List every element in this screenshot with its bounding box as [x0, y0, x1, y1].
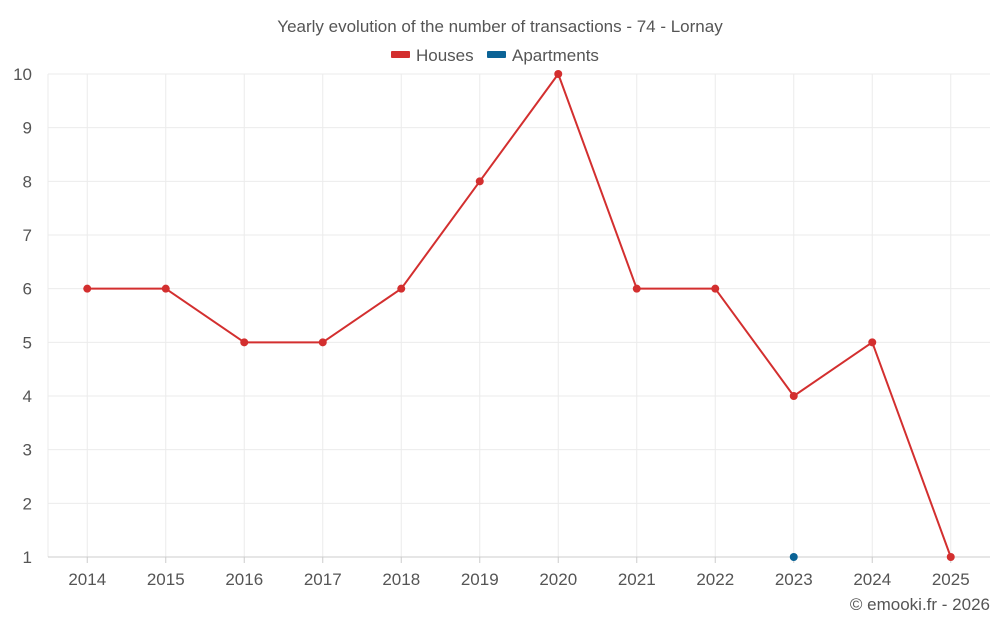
series-houses	[83, 70, 955, 561]
data-point-houses[interactable]	[83, 284, 92, 293]
x-tick-label: 2022	[696, 570, 734, 589]
data-point-houses[interactable]	[318, 338, 327, 347]
legend-item-houses[interactable]: Houses	[391, 46, 474, 65]
data-point-houses[interactable]	[240, 338, 249, 347]
legend-label-apartments: Apartments	[512, 46, 599, 65]
data-point-houses[interactable]	[554, 70, 563, 78]
x-tick-label: 2016	[225, 570, 263, 589]
data-point-houses[interactable]	[475, 177, 484, 186]
legend-item-apartments[interactable]: Apartments	[487, 46, 599, 65]
data-point-apartments[interactable]	[789, 553, 798, 561]
x-tick-label: 2023	[775, 570, 813, 589]
x-tick-label: 2019	[461, 570, 499, 589]
data-point-houses[interactable]	[632, 284, 641, 293]
x-tick-label: 2025	[932, 570, 970, 589]
y-tick-label: 7	[23, 226, 32, 245]
y-tick-label: 4	[23, 387, 32, 406]
series-layer	[83, 70, 955, 561]
data-point-houses[interactable]	[789, 392, 798, 400]
axes: 1 2 3 4 5 6 7 8 9 10 2014 2015 2016 2017 2018 2019 2020 2…	[13, 65, 990, 589]
data-point-houses[interactable]	[868, 338, 877, 347]
x-tick-label: 2021	[618, 570, 656, 589]
y-tick-label: 2	[23, 494, 32, 513]
data-point-houses[interactable]	[397, 284, 406, 293]
y-tick-label: 10	[13, 65, 32, 84]
x-tick-label: 2020	[539, 570, 577, 589]
credit-text: © emooki.fr - 2026	[850, 595, 990, 614]
legend: Houses Apartments	[391, 46, 599, 65]
legend-swatch-houses	[391, 51, 410, 58]
chart-title: Yearly evolution of the number of transa…	[277, 17, 723, 36]
series-apartments	[789, 553, 798, 561]
x-tick-label: 2014	[68, 570, 106, 589]
x-tick-label: 2015	[147, 570, 185, 589]
data-point-houses[interactable]	[711, 284, 720, 293]
series-line-houses	[87, 73, 952, 558]
grid	[47, 73, 990, 557]
x-tick-label: 2017	[304, 570, 342, 589]
legend-label-houses: Houses	[416, 46, 474, 65]
y-tick-label: 1	[23, 548, 32, 567]
x-tick-label: 2018	[382, 570, 420, 589]
y-tick-label: 5	[23, 333, 32, 352]
y-tick-label: 8	[23, 172, 32, 191]
y-tick-label: 6	[23, 280, 32, 299]
data-point-houses[interactable]	[946, 553, 955, 561]
legend-swatch-apartments	[487, 51, 506, 58]
x-tick-label: 2024	[853, 570, 891, 589]
y-tick-label: 9	[23, 119, 32, 138]
data-point-houses[interactable]	[161, 284, 170, 293]
y-tick-label: 3	[23, 441, 32, 460]
